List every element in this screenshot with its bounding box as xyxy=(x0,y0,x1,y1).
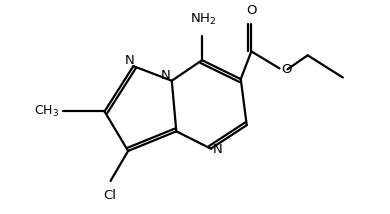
Text: Cl: Cl xyxy=(103,189,116,202)
Text: N: N xyxy=(124,54,134,67)
Text: O: O xyxy=(282,63,292,76)
Text: N: N xyxy=(161,69,171,82)
Text: N: N xyxy=(213,143,223,156)
Text: NH$_2$: NH$_2$ xyxy=(190,12,216,27)
Text: CH$_3$: CH$_3$ xyxy=(34,104,59,119)
Text: O: O xyxy=(246,4,257,18)
